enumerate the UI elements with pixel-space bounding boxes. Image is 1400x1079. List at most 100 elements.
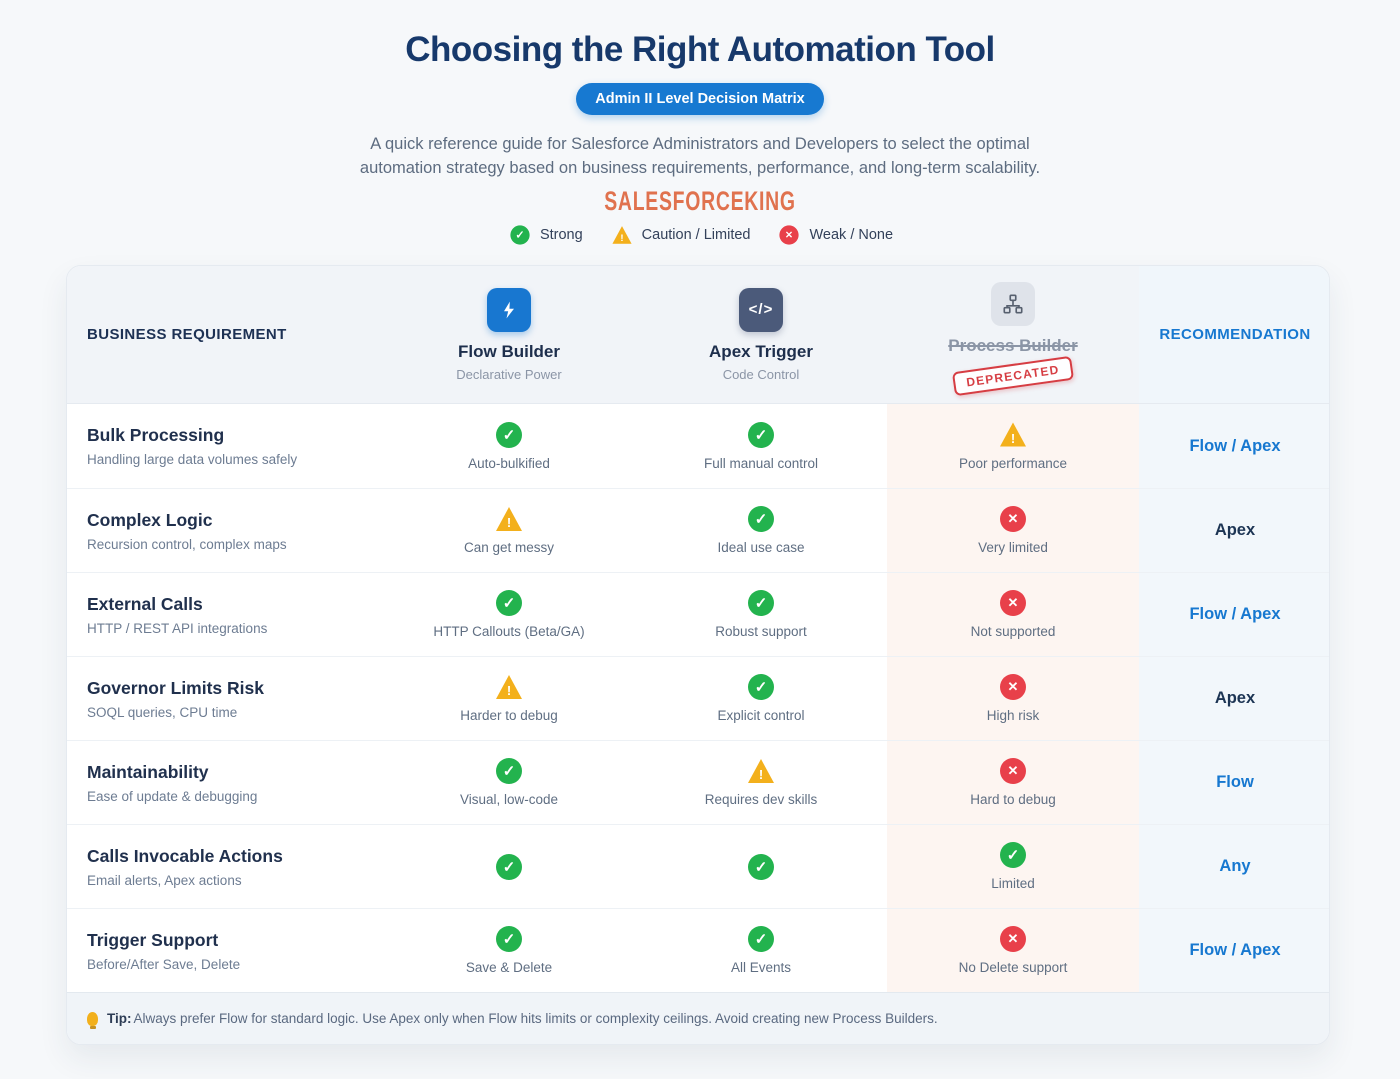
status-cell: HTTP Callouts (Beta/GA) [383, 572, 635, 656]
status-cell: Robust support [635, 572, 887, 656]
level-badge: Admin II Level Decision Matrix [576, 83, 824, 115]
status-icon [748, 853, 774, 880]
recommendation-value: Flow [1216, 773, 1254, 791]
brand-logo-text: SALESFORCEKING [604, 186, 796, 216]
status-icon [1000, 422, 1026, 447]
status-label: Ideal use case [717, 540, 805, 555]
status-icon [1000, 842, 1026, 868]
requirement-subtitle: Handling large data volumes safely [87, 452, 298, 467]
tip-text: Tip: Always prefer Flow for standard logi… [107, 1011, 938, 1026]
recommendation-cell: Flow / Apex [1139, 404, 1329, 488]
status-label: Limited [991, 876, 1035, 891]
status-icon [748, 759, 774, 783]
status-label: No Delete support [958, 960, 1068, 975]
requirement-subtitle: SOQL queries, CPU time [87, 704, 238, 720]
status-label: Auto-bulkified [468, 455, 550, 471]
column-header-flow-builder: Flow Builder Declarative Power [383, 266, 635, 404]
status-cell: Very limited [887, 488, 1139, 572]
requirement-cell: Trigger Support Before/After Save, Delet… [67, 908, 383, 992]
recommendation-cell: Flow [1139, 740, 1329, 824]
status-icon [496, 758, 522, 784]
status-cell: Explicit control [635, 656, 887, 740]
code-icon: </> [739, 287, 783, 332]
recommendation-value: Apex [1214, 689, 1256, 707]
status-label: All Events [730, 960, 792, 975]
check-icon [510, 225, 530, 245]
requirement-title: Governor Limits Risk [87, 677, 264, 698]
deprecated-stamp: DEPRECATED [952, 355, 1074, 396]
tool-name: Apex Trigger [709, 341, 813, 361]
legend: Strong Caution / Limited Weak / None [0, 222, 1400, 248]
status-cell: Ideal use case [635, 488, 887, 572]
status-label: Can get messy [463, 540, 555, 555]
requirement-subtitle: HTTP / REST API integrations [87, 620, 268, 636]
status-label: Not supported [970, 624, 1056, 639]
recommendation-value: Any [1219, 857, 1251, 875]
requirement-subtitle: Recursion control, complex maps [87, 536, 287, 552]
page-subtitle: A quick reference guide for Salesforce A… [359, 135, 1041, 177]
recommendation-value: Flow / Apex [1189, 436, 1281, 455]
status-label: Hard to debug [970, 792, 1056, 807]
status-icon [1000, 590, 1026, 616]
status-label: High risk [986, 708, 1040, 723]
tip-footer: Tip: Always prefer Flow for standard logi… [67, 992, 1329, 1044]
requirement-cell: Governor Limits Risk SOQL queries, CPU t… [67, 656, 383, 740]
requirement-title: External Calls [87, 593, 203, 614]
status-cell: Requires dev skills [635, 740, 887, 824]
tip-label: Tip: [107, 1011, 132, 1026]
status-cell: Can get messy [383, 488, 635, 572]
status-label: Requires dev skills [704, 792, 818, 807]
recommendation-cell: Apex [1139, 656, 1329, 740]
status-label: Poor performance [958, 455, 1068, 471]
legend-label: Weak / None [809, 227, 894, 243]
status-label: Harder to debug [460, 708, 558, 723]
requirement-cell: Calls Invocable Actions Email alerts, Ap… [67, 824, 383, 908]
status-cell: Hard to debug [887, 740, 1139, 824]
legend-item-weak: Weak / None [776, 222, 893, 248]
status-label: Very limited [978, 540, 1048, 555]
status-cell: Poor performance [887, 404, 1139, 488]
requirement-cell: Maintainability Ease of update & debuggi… [67, 740, 383, 824]
recommendation-cell: Apex [1139, 488, 1329, 572]
requirement-title: Maintainability [87, 761, 209, 782]
recommendation-value: Apex [1214, 521, 1256, 539]
sitemap-icon [991, 281, 1035, 326]
requirement-cell: Bulk Processing Handling large data volu… [67, 404, 383, 488]
requirement-subtitle: Ease of update & debugging [87, 788, 258, 804]
recommendation-cell: Flow / Apex [1139, 572, 1329, 656]
tool-name: Flow Builder [458, 341, 560, 361]
warning-icon [612, 226, 632, 244]
status-label: Robust support [715, 624, 807, 639]
column-header-label: RECOMMENDATION [1159, 326, 1311, 343]
status-cell: No Delete support [887, 908, 1139, 992]
column-header-apex-trigger: </> Apex Trigger Code Control [635, 266, 887, 404]
requirement-title: Trigger Support [87, 929, 219, 950]
status-cell: Auto-bulkified [383, 404, 635, 488]
status-cell: All Events [635, 908, 887, 992]
cross-icon [779, 225, 800, 245]
status-cell: Limited [887, 824, 1139, 908]
status-icon [748, 421, 774, 448]
status-icon [496, 421, 522, 448]
status-icon [748, 674, 774, 700]
lightbulb-icon [87, 1011, 98, 1029]
status-icon [1000, 674, 1026, 700]
status-icon [748, 506, 774, 532]
decision-matrix-table: BUSINESS REQUIREMENT Flow Builder Declar… [67, 266, 1329, 1044]
tool-subtitle: Code Control [722, 366, 800, 382]
decision-matrix-card: BUSINESS REQUIREMENT Flow Builder Declar… [66, 265, 1330, 1045]
column-header-requirement: BUSINESS REQUIREMENT [67, 266, 383, 404]
status-icon [1000, 506, 1026, 532]
legend-label: Strong [539, 227, 583, 243]
status-icon [496, 590, 522, 616]
requirement-title: Calls Invocable Actions [87, 845, 283, 866]
status-cell: Visual, low-code [383, 740, 635, 824]
lightning-bolt-icon [487, 287, 531, 332]
status-label: Full manual control [703, 455, 819, 471]
status-icon [1000, 758, 1026, 784]
page-title: Choosing the Right Automation Tool [405, 30, 995, 69]
recommendation-cell: Flow / Apex [1139, 908, 1329, 992]
column-header-process-builder: Process Builder DEPRECATED [887, 266, 1139, 404]
status-icon [496, 926, 522, 952]
requirement-title: Complex Logic [87, 509, 213, 530]
